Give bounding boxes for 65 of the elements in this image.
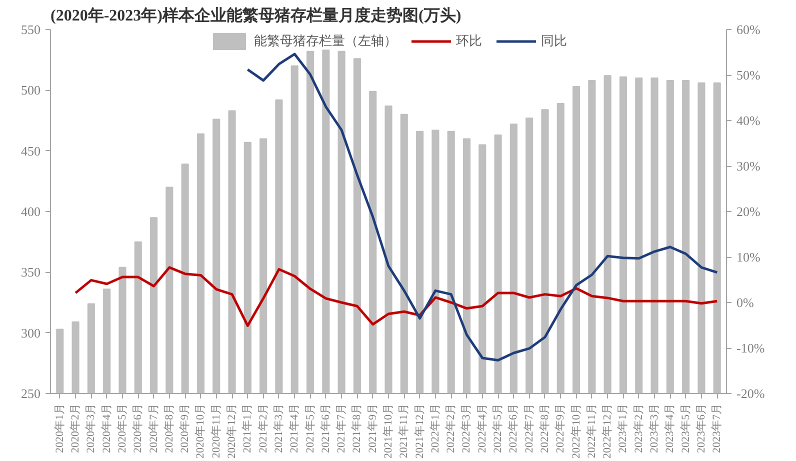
x-tick-label: 2020年1月 [54, 404, 66, 453]
line-series [74, 266, 718, 327]
y2-tick-label: 20% [736, 204, 760, 219]
x-tick-label: 2021年1月 [242, 404, 254, 453]
x-tick-label: 2021年9月 [366, 404, 379, 453]
y2-tick-label: 30% [736, 158, 760, 174]
y-tick-label: 550 [21, 22, 40, 37]
x-tick-label: 2020年7月 [148, 404, 160, 453]
x-tick-label: 2020年5月 [116, 404, 128, 453]
y-tick-label: 450 [21, 143, 40, 158]
x-tick-label: 2023年1月 [617, 404, 630, 453]
x-tick-label: 2021年3月 [272, 404, 285, 453]
x-tick-label: 2020年2月 [70, 404, 82, 453]
x-tick-label: 2020年6月 [132, 404, 144, 453]
x-tick-label: 2023年7月 [711, 404, 724, 453]
x-tick-label: 2020年4月 [100, 404, 113, 453]
x-tick-label: 2021年6月 [320, 404, 332, 453]
x-tick-label: 2022年9月 [554, 404, 567, 453]
x-tick-label: 2021年12月 [414, 404, 426, 458]
x-tick-label: 2023年2月 [632, 404, 645, 453]
x-tick-label: 2021年10月 [382, 404, 394, 458]
x-tick-label: 2022年1月 [429, 404, 442, 453]
x-tick-label: 2020年8月 [163, 404, 176, 453]
y-tick-label: 300 [21, 325, 40, 340]
x-tick-label: 2020年3月 [85, 404, 98, 453]
x-tick-label: 2020年9月 [179, 404, 192, 453]
y-tick-label: 500 [21, 82, 40, 98]
x-tick-label: 2020年10月 [194, 404, 207, 458]
legend-label: 同比 [541, 32, 567, 50]
x-tick-label: 2023年3月 [648, 404, 661, 453]
y2-tick-label: 60% [736, 22, 760, 37]
y2-tick-label: 0% [736, 295, 754, 310]
x-tick-label: 2022年6月 [508, 404, 520, 453]
y2-tick-label: 40% [736, 113, 760, 128]
line-series [246, 52, 718, 362]
x-tick-label: 2022年11月 [586, 404, 598, 458]
y-tick-label: 250 [21, 386, 40, 401]
x-tick-label: 2022年12月 [602, 404, 614, 458]
x-tick-label: 2022年8月 [538, 404, 551, 453]
x-tick-label: 2022年3月 [460, 404, 473, 453]
x-tick-label: 2021年8月 [351, 404, 364, 453]
y-tick-label: 400 [21, 204, 40, 219]
y-tick-label: 350 [21, 264, 40, 280]
x-tick-label: 2021年7月 [336, 404, 348, 453]
x-tick-label: 2021年11月 [398, 404, 410, 458]
x-tick-label: 2023年4月 [664, 404, 676, 453]
x-tick-label: 2022年5月 [492, 404, 504, 453]
chart-title: (2020年-2023年)样本企业能繁母猪存栏量月度走势图(万头) [50, 6, 462, 24]
x-tick-label: 2022年7月 [523, 404, 536, 453]
x-tick-label: 2023年5月 [680, 404, 692, 453]
y2-tick-label: 50% [736, 68, 760, 82]
x-tick-label: 2020年12月 [226, 404, 238, 458]
y2-tick-label: -20% [736, 386, 765, 401]
x-tick-label: 2021年5月 [304, 404, 316, 453]
legend-label: 能繁母猪存栏量（左轴） [254, 32, 397, 50]
x-tick-label: 2020年11月 [210, 404, 222, 458]
legend-label: 环比 [456, 32, 482, 50]
y2-tick-label: -10% [736, 340, 765, 356]
y2-tick-label: 10% [736, 250, 760, 264]
x-tick-label: 2023年6月 [695, 404, 708, 453]
x-tick-label: 2021年2月 [257, 404, 270, 453]
x-tick-label: 2022年10月 [570, 404, 582, 458]
x-tick-label: 2022年4月 [476, 404, 488, 453]
x-tick-label: 2021年4月 [288, 404, 301, 453]
x-tick-label: 2022年2月 [445, 404, 458, 453]
